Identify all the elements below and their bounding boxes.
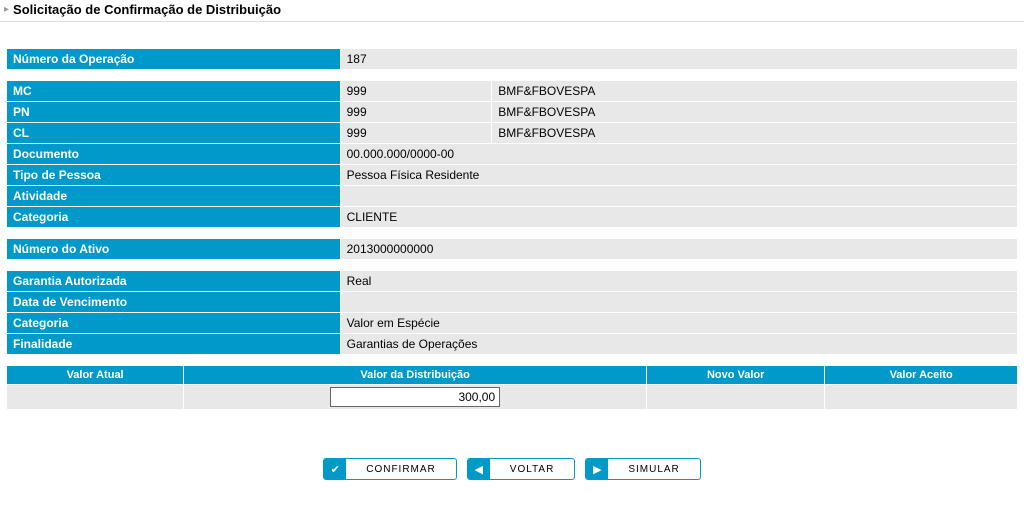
back-icon: ◀ xyxy=(468,459,490,479)
table-row xyxy=(7,385,1018,410)
cell-valor-dist xyxy=(184,385,647,410)
page-title: Solicitação de Confirmação de Distribuiç… xyxy=(13,2,281,17)
table-garantia: Garantia Autorizada Real Data de Vencime… xyxy=(6,270,1018,355)
col-valor-atual: Valor Atual xyxy=(7,366,184,385)
col-valor-dist: Valor da Distribuição xyxy=(184,366,647,385)
table-participante: MC 999 BMF&FBOVESPA PN 999 BMF&FBOVESPA … xyxy=(6,80,1018,228)
label-numero-operacao: Número da Operação xyxy=(7,49,341,70)
value-categoria-part: CLIENTE xyxy=(340,207,1017,228)
section-grid: Valor Atual Valor da Distribuição Novo V… xyxy=(6,365,1018,410)
label-documento: Documento xyxy=(7,144,341,165)
content: Número da Operação 187 MC 999 BMF&FBOVES… xyxy=(0,22,1024,504)
value-numero-ativo: 2013000000000 xyxy=(340,239,1017,260)
button-row: ✔ CONFIRMAR ◀ VOLTAR ▶ SIMULAR xyxy=(6,458,1018,500)
value-pn-name: BMF&FBOVESPA xyxy=(492,102,1018,123)
confirmar-label: CONFIRMAR xyxy=(346,464,456,475)
confirmar-button[interactable]: ✔ CONFIRMAR xyxy=(323,458,457,480)
cell-valor-atual xyxy=(7,385,184,410)
table-ativo: Número do Ativo 2013000000000 xyxy=(6,238,1018,260)
check-icon: ✔ xyxy=(324,459,346,479)
label-finalidade: Finalidade xyxy=(7,334,341,355)
value-categoria-gar: Valor em Espécie xyxy=(340,313,1017,334)
title-arrow-icon: ▸ xyxy=(4,4,9,15)
label-pn: PN xyxy=(7,102,341,123)
value-data-venc xyxy=(340,292,1017,313)
cell-valor-aceito xyxy=(825,385,1018,410)
cell-novo-valor xyxy=(647,385,825,410)
value-documento: 00.000.000/0000-00 xyxy=(340,144,1017,165)
table-operacao: Número da Operação 187 xyxy=(6,48,1018,70)
label-tipo-pessoa: Tipo de Pessoa xyxy=(7,165,341,186)
value-cl-name: BMF&FBOVESPA xyxy=(492,123,1018,144)
label-garantia-autorizada: Garantia Autorizada xyxy=(7,271,341,292)
col-novo-valor: Novo Valor xyxy=(647,366,825,385)
label-categoria-gar: Categoria xyxy=(7,313,341,334)
label-cl: CL xyxy=(7,123,341,144)
label-mc: MC xyxy=(7,81,341,102)
section-garantia: Garantia Autorizada Real Data de Vencime… xyxy=(6,270,1018,355)
value-mc-name: BMF&FBOVESPA xyxy=(492,81,1018,102)
value-numero-operacao: 187 xyxy=(340,49,1017,70)
value-pn-code: 999 xyxy=(340,102,492,123)
label-data-venc: Data de Vencimento xyxy=(7,292,341,313)
voltar-label: VOLTAR xyxy=(490,464,575,475)
value-cl-code: 999 xyxy=(340,123,492,144)
simular-button[interactable]: ▶ SIMULAR xyxy=(585,458,700,480)
value-atividade xyxy=(340,186,1017,207)
label-numero-ativo: Número do Ativo xyxy=(7,239,341,260)
value-mc-code: 999 xyxy=(340,81,492,102)
section-operacao: Número da Operação 187 xyxy=(6,48,1018,70)
forward-icon: ▶ xyxy=(586,459,608,479)
table-valores: Valor Atual Valor da Distribuição Novo V… xyxy=(6,365,1018,410)
section-participante: MC 999 BMF&FBOVESPA PN 999 BMF&FBOVESPA … xyxy=(6,80,1018,228)
col-valor-aceito: Valor Aceito xyxy=(825,366,1018,385)
value-finalidade: Garantias de Operações xyxy=(340,334,1017,355)
page-title-bar: ▸ Solicitação de Confirmação de Distribu… xyxy=(0,0,1024,19)
value-garantia-autorizada: Real xyxy=(340,271,1017,292)
label-atividade: Atividade xyxy=(7,186,341,207)
label-categoria-part: Categoria xyxy=(7,207,341,228)
value-tipo-pessoa: Pessoa Física Residente xyxy=(340,165,1017,186)
voltar-button[interactable]: ◀ VOLTAR xyxy=(467,458,576,480)
simular-label: SIMULAR xyxy=(608,464,699,475)
valor-dist-input[interactable] xyxy=(330,387,500,407)
section-ativo: Número do Ativo 2013000000000 xyxy=(6,238,1018,260)
